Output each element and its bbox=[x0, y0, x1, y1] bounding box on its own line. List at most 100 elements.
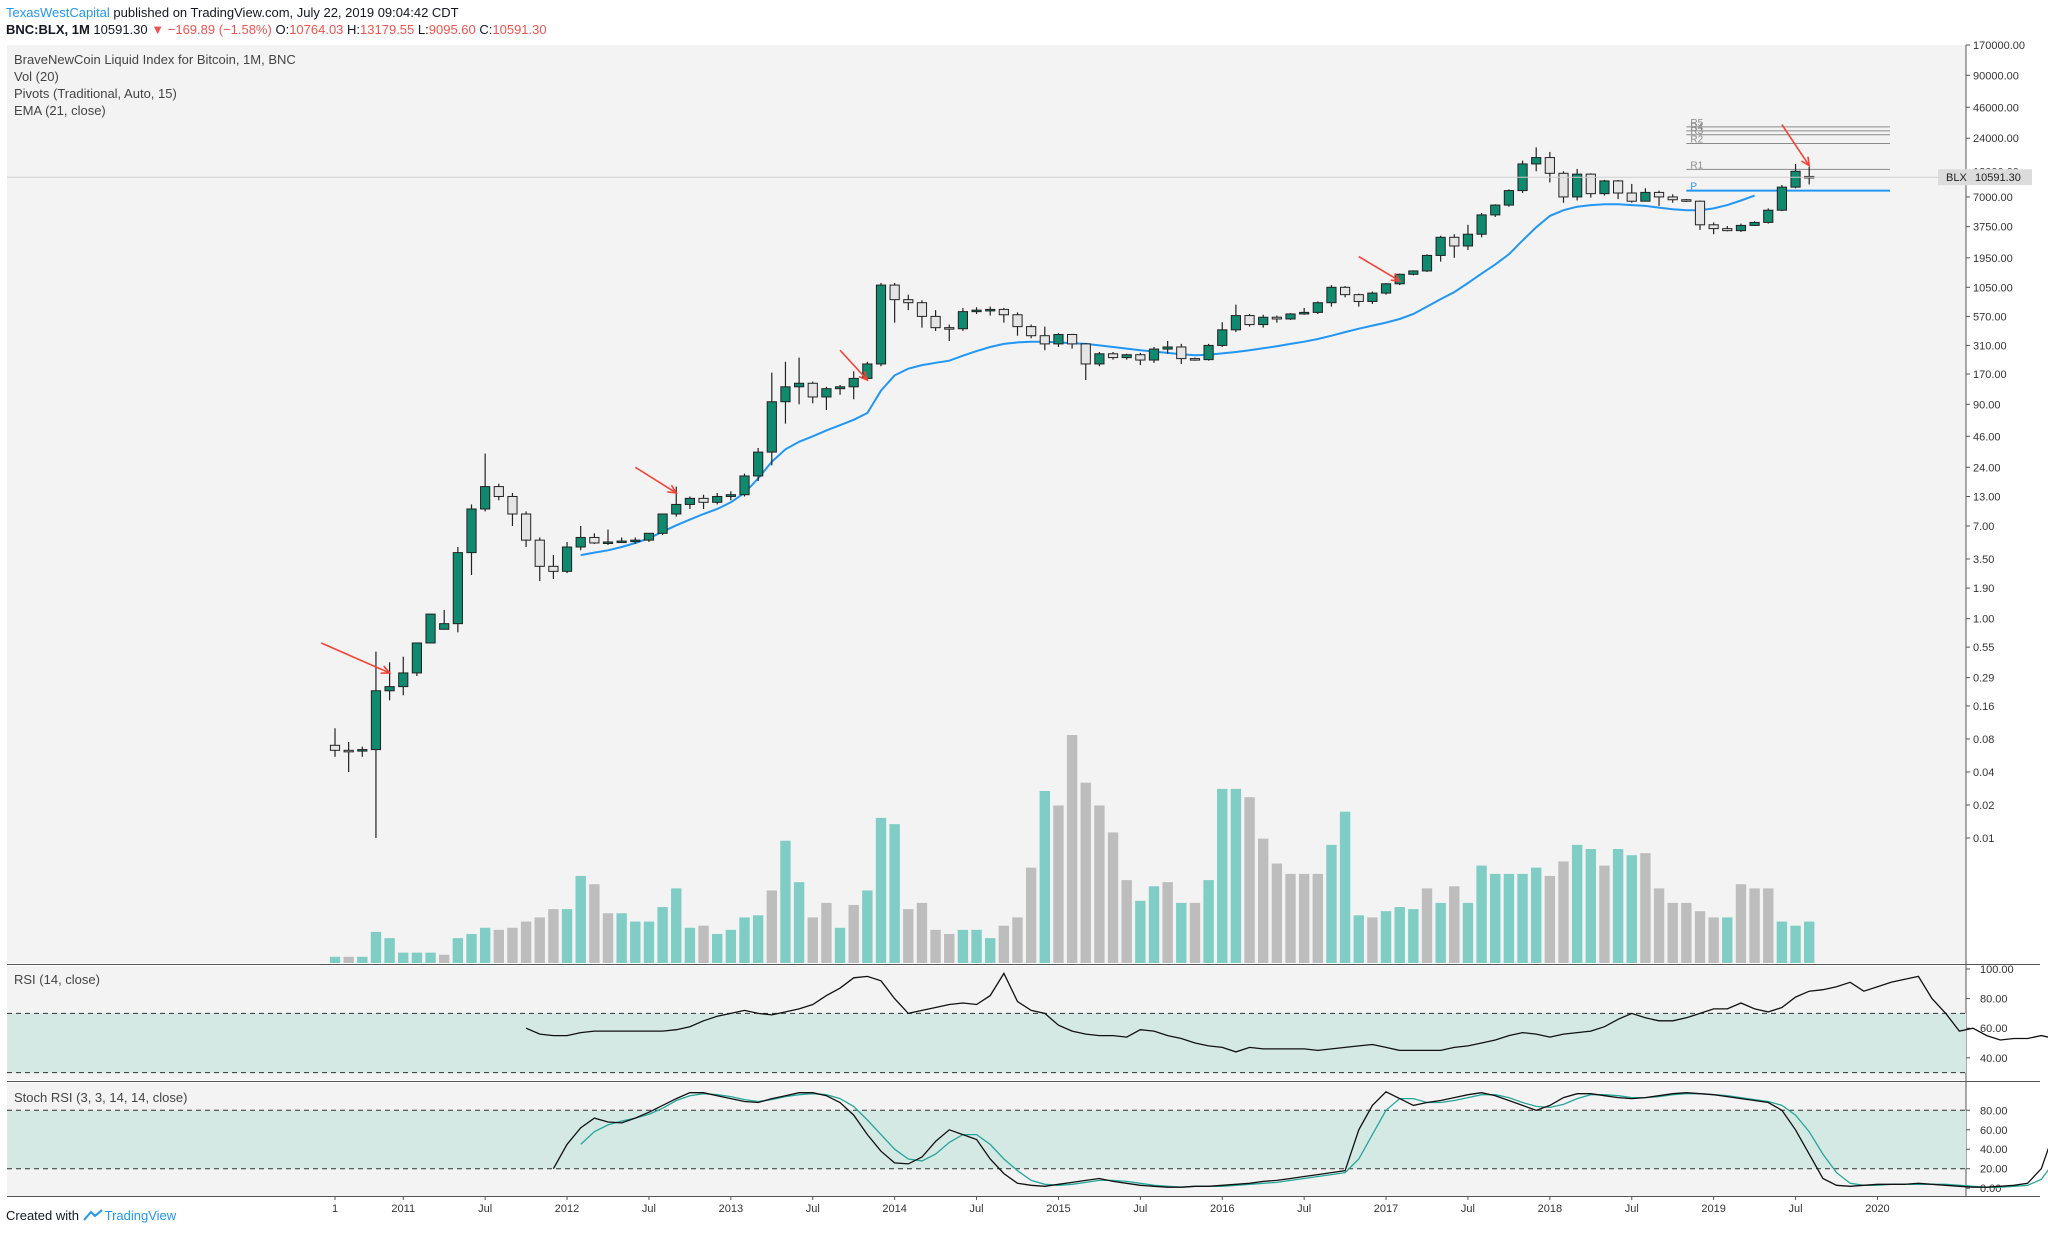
annotation-arrow bbox=[321, 642, 390, 674]
candle-body bbox=[1299, 311, 1310, 315]
stoch-d-line bbox=[580, 1093, 2048, 1188]
annotation-arrow bbox=[1781, 124, 1810, 167]
price-tick-label: 90000.00 bbox=[1973, 70, 2019, 82]
volume-bar bbox=[1763, 888, 1774, 963]
volume-bar bbox=[1476, 865, 1487, 963]
volume-bar bbox=[425, 952, 436, 963]
candle-body bbox=[739, 475, 750, 496]
candle-body bbox=[794, 382, 805, 388]
candle-body bbox=[1067, 333, 1078, 345]
volume-bar bbox=[1094, 805, 1105, 963]
volume-bar bbox=[1790, 925, 1801, 963]
price-tick-label: 570.00 bbox=[1973, 311, 2007, 323]
volume-bar bbox=[370, 931, 382, 963]
legend-rsi[interactable]: RSI (14, close) bbox=[14, 972, 100, 987]
high-value: 13179.55 bbox=[360, 22, 415, 37]
volume-bar bbox=[1694, 911, 1706, 963]
volume-bar bbox=[343, 956, 354, 963]
candle-body bbox=[1640, 191, 1651, 202]
legend-title[interactable]: BraveNewCoin Liquid Index for Bitcoin, 1… bbox=[14, 52, 296, 67]
volume-bar bbox=[1749, 888, 1760, 963]
annotation-arrow bbox=[634, 466, 677, 494]
volume-bar bbox=[821, 902, 832, 963]
candle-body bbox=[1544, 157, 1555, 174]
candle-body bbox=[1176, 346, 1187, 360]
annotation-arrowhead bbox=[667, 484, 678, 494]
volume-bar bbox=[1571, 844, 1583, 963]
volume-bar bbox=[1189, 902, 1201, 963]
legend-ema[interactable]: EMA (21, close) bbox=[14, 103, 106, 118]
volume-bar bbox=[698, 925, 709, 963]
candle-body bbox=[630, 539, 641, 543]
volume-bar bbox=[971, 929, 982, 963]
volume-bar bbox=[1804, 921, 1815, 963]
candle-body bbox=[1053, 333, 1064, 345]
price-tick-label: 0.01 bbox=[1973, 833, 1994, 845]
created-with: Created with bbox=[6, 1208, 79, 1223]
volume-bar bbox=[384, 938, 395, 963]
volume-bar bbox=[1490, 873, 1501, 963]
price-tick-label: 1050.00 bbox=[1973, 282, 2013, 294]
price-tick-label: 1.90 bbox=[1973, 583, 1994, 595]
symbol-name[interactable]: BNC:BLX, 1M bbox=[6, 22, 90, 37]
volume-bar bbox=[1585, 849, 1596, 963]
pivot-label: R1 bbox=[1690, 160, 1703, 171]
published-text: published on TradingView.com, July 22, 2… bbox=[109, 5, 459, 20]
candle-body bbox=[1421, 254, 1433, 272]
candle-body bbox=[1626, 192, 1637, 202]
time-tick-label: 2013 bbox=[719, 1203, 743, 1215]
candle-body bbox=[1667, 196, 1678, 201]
price-tick-label: 1.00 bbox=[1973, 614, 1994, 626]
rsi-tick-label: 60.00 bbox=[1980, 1023, 2008, 1035]
candle-body bbox=[903, 299, 914, 304]
legend-vol[interactable]: Vol (20) bbox=[14, 69, 59, 84]
candle-body bbox=[698, 497, 709, 503]
tradingview-logo-icon bbox=[82, 1209, 103, 1221]
volume-bar bbox=[589, 884, 600, 963]
candle-body bbox=[1162, 346, 1173, 350]
volume-bar bbox=[1012, 917, 1023, 963]
candle-body bbox=[1230, 315, 1242, 331]
legend-pivots[interactable]: Pivots (Traditional, Auto, 15) bbox=[14, 86, 177, 101]
tradingview-brand[interactable]: TradingView bbox=[104, 1208, 177, 1223]
time-tick-label: 2020 bbox=[1865, 1203, 1889, 1215]
candle-body bbox=[1462, 233, 1474, 247]
candle-body bbox=[766, 401, 777, 453]
volume-bar bbox=[1681, 902, 1692, 963]
volume-bar bbox=[1080, 782, 1091, 963]
price-tick-label: 24.00 bbox=[1973, 462, 2001, 474]
legend-stoch[interactable]: Stoch RSI (3, 3, 14, 14, close) bbox=[14, 1090, 188, 1105]
volume-bar bbox=[1039, 790, 1050, 963]
candle-body bbox=[1367, 292, 1378, 302]
volume-bar bbox=[1244, 797, 1255, 963]
volume-bar bbox=[1449, 886, 1460, 963]
time-tick-label: Jul bbox=[1789, 1203, 1803, 1215]
candle-body bbox=[848, 377, 859, 388]
time-tick-label: Jul bbox=[1133, 1203, 1147, 1215]
volume-bar bbox=[1285, 873, 1296, 963]
volume-bar bbox=[1626, 855, 1637, 963]
time-tick-label: 2014 bbox=[882, 1203, 906, 1215]
volume-bar bbox=[889, 824, 900, 963]
candle-body bbox=[1080, 343, 1091, 365]
author-link[interactable]: TexasWestCapital bbox=[6, 5, 110, 20]
price-tick-label: 46000.00 bbox=[1973, 102, 2019, 114]
volume-bar bbox=[1367, 917, 1378, 963]
price-tick-label: 3750.00 bbox=[1973, 222, 2013, 234]
candle-body bbox=[466, 508, 477, 554]
volume-bar bbox=[1776, 921, 1788, 963]
volume-bar bbox=[752, 915, 764, 963]
volume-bar bbox=[985, 938, 996, 963]
candle-body bbox=[1694, 200, 1706, 226]
volume-bar bbox=[1394, 907, 1405, 963]
volume-bar bbox=[466, 933, 477, 963]
volume-bar bbox=[944, 933, 955, 963]
candle-body bbox=[1135, 354, 1146, 361]
volume-bar bbox=[1735, 884, 1747, 963]
volume-bar bbox=[807, 917, 818, 963]
volume-bar bbox=[875, 817, 887, 963]
candle-body bbox=[930, 315, 941, 329]
volume-bar bbox=[520, 921, 532, 963]
volume-bar bbox=[1339, 811, 1351, 963]
